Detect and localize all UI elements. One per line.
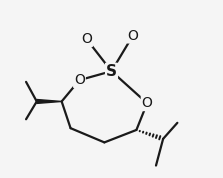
Polygon shape [37,100,62,103]
Text: O: O [81,32,92,46]
Text: O: O [142,96,153,110]
Text: O: O [74,73,85,87]
Text: O: O [127,29,138,43]
Text: S: S [106,64,117,79]
